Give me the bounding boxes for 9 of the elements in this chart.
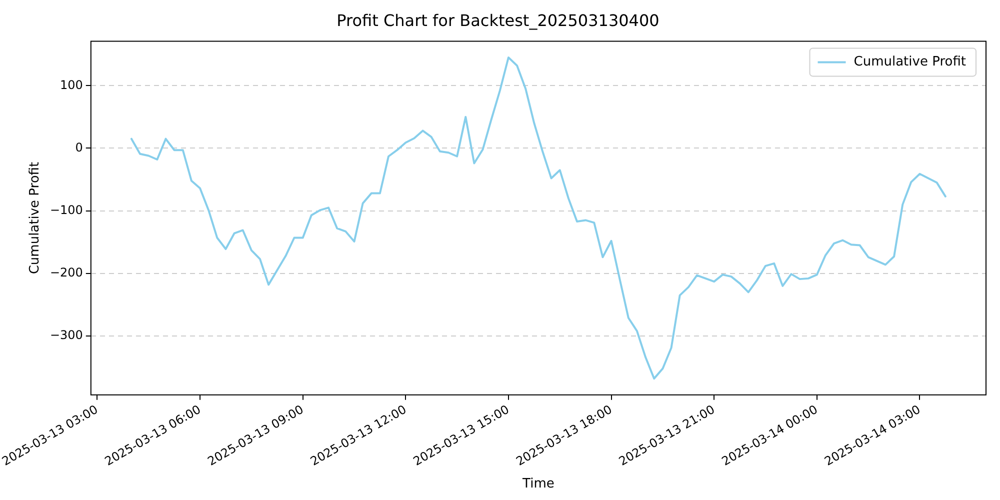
y-tick-label: −200 xyxy=(50,266,83,280)
chart-title: Profit Chart for Backtest_202503130400 xyxy=(336,10,660,30)
y-tick-label: −100 xyxy=(50,202,83,217)
y-tick-label: −300 xyxy=(50,328,83,342)
legend-label: Cumulative Profit xyxy=(854,54,966,70)
y-tick-label: 0 xyxy=(75,140,83,154)
x-axis-title: Time xyxy=(522,476,554,492)
y-tick-label: 100 xyxy=(60,78,83,92)
y-axis-title: Cumulative Profit xyxy=(28,162,43,274)
